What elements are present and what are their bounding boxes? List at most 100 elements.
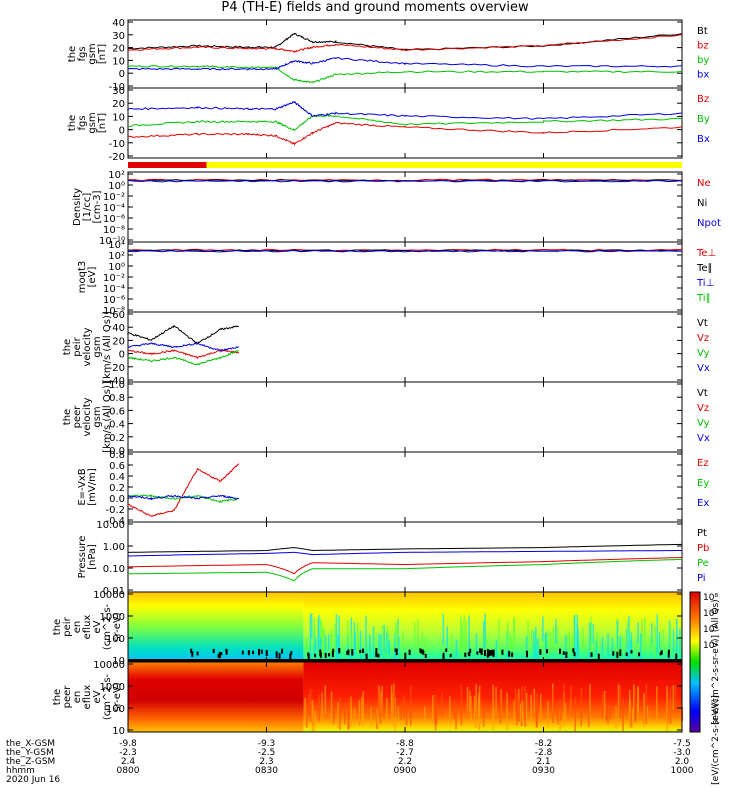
heatmap-streak xyxy=(535,626,537,659)
y-tick-label: 0 xyxy=(119,350,125,361)
heatmap-streak xyxy=(358,700,361,725)
y-axis-label: the peir en eflux eV (cm^2-s-sr-eV) xyxy=(52,603,123,650)
heatmap-dark-pixel xyxy=(220,652,223,656)
heatmap-dark-pixel xyxy=(501,649,504,655)
y-tick-label: 10⁻¹⁰ xyxy=(99,236,125,247)
heatmap-dark-pixel xyxy=(260,649,263,654)
y-axis-label-line: en xyxy=(72,621,83,634)
heatmap-streak xyxy=(605,706,608,721)
y-axis-label-line: Pressure xyxy=(77,536,88,579)
legend-label: Pe xyxy=(697,558,709,569)
y-axis-label-line: the xyxy=(52,689,63,705)
heatmap-dark-pixel xyxy=(275,651,278,658)
y-tick-label: 0 xyxy=(119,126,125,137)
heatmap-dark-pixel xyxy=(492,650,495,657)
heatmap-streak xyxy=(400,701,403,720)
heatmap-streak xyxy=(672,629,675,653)
heatmap-streak xyxy=(381,625,384,647)
panel-peir_eflux: 10000 1000 100 10 the peir en eflux eV (cm^2-s-sr… xyxy=(52,590,683,667)
heatmap-region xyxy=(128,592,304,662)
heatmap-dark-pixel xyxy=(573,652,576,657)
heatmap-streak xyxy=(463,615,465,657)
y-tick-label: 1000 xyxy=(100,612,125,623)
heatmap-streak xyxy=(525,636,528,657)
heatmap-streak xyxy=(460,615,462,653)
x-axis-value: 2.3 xyxy=(259,757,273,767)
heatmap-streak xyxy=(381,696,383,718)
y-tick-label: 0.8 xyxy=(109,393,125,404)
heatmap-streak xyxy=(328,634,330,650)
y-tick-label: 0.2 xyxy=(109,433,125,444)
heatmap-streak xyxy=(625,629,628,660)
y-axis-label-line: eflux xyxy=(82,615,93,640)
y-tick-label: 30 xyxy=(112,86,125,97)
heatmap-dark-pixel xyxy=(375,651,378,658)
y-tick-label: 1.0 xyxy=(109,380,125,391)
y-tick-label: 10⁻⁸ xyxy=(103,225,125,236)
heatmap-streak xyxy=(475,684,477,729)
heatmap-streak xyxy=(372,626,375,658)
heatmap-streak xyxy=(513,700,516,725)
heatmap-streak xyxy=(492,684,494,731)
panel-e_field: 0.80.60.40.20.0-0.2-0.4 E=-VxB [mV/m] Ez Ey E… xyxy=(77,450,709,527)
y-axis-label-line: sr-eV) xyxy=(112,682,123,711)
x-axis-row-label: the_Y-GSM xyxy=(6,748,54,758)
y-tick-label: 10⁻⁸ xyxy=(103,306,125,317)
heatmap-dark-pixel xyxy=(217,653,220,658)
series-line xyxy=(127,557,683,575)
heatmap-streak xyxy=(482,706,485,727)
heatmap-streak xyxy=(393,695,396,717)
x-axis-value: 2.1 xyxy=(536,757,550,767)
heatmap-dark-pixel xyxy=(419,648,422,653)
y-tick-label: 0.10 xyxy=(103,564,125,575)
heatmap-dark-pixel xyxy=(290,651,293,655)
heatmap-dark-pixel xyxy=(359,649,362,654)
heatmap-streak xyxy=(675,618,678,658)
y-axis-label-line: [mV/m] xyxy=(87,468,98,506)
legend-label: by xyxy=(697,55,709,66)
heatmap-streak xyxy=(495,639,498,661)
heatmap-dark-pixel xyxy=(616,651,619,659)
heatmap-dark-pixel xyxy=(675,653,678,661)
heatmap-streak xyxy=(498,618,500,659)
heatmap-streak xyxy=(639,633,642,662)
panel-frame xyxy=(127,311,683,383)
heatmap-streak xyxy=(617,637,620,658)
heatmap-streak xyxy=(322,626,324,655)
heatmap-streak xyxy=(376,708,379,725)
panel-frame xyxy=(127,87,683,159)
heatmap-streak xyxy=(435,706,438,725)
heatmap-dark-pixel xyxy=(490,649,493,656)
heatmap-streak xyxy=(397,636,400,662)
heatmap-streak xyxy=(566,636,568,656)
legend-label: Ni xyxy=(697,198,707,209)
y-tick-label: -0.2 xyxy=(105,505,125,516)
heatmap-streak xyxy=(321,692,323,721)
heatmap-dark-pixel xyxy=(486,649,489,656)
y-tick-label: 60 xyxy=(112,310,125,321)
heatmap-streak xyxy=(499,700,502,724)
x-axis-value: 0800 xyxy=(117,766,140,776)
panel-frame xyxy=(127,19,683,89)
heatmap-dark-pixel xyxy=(476,651,479,655)
heatmap-streak xyxy=(353,708,356,727)
heatmap-dark-pixel xyxy=(483,649,486,657)
y-axis-label-line: (cm^2-s- xyxy=(102,673,113,720)
series-line xyxy=(127,114,683,132)
colorbar-label: 10⁴ xyxy=(703,625,718,635)
heatmap-streak xyxy=(589,622,591,661)
y-tick-label: 0.0 xyxy=(109,446,125,457)
heatmap-streak xyxy=(542,616,544,642)
series-line xyxy=(127,550,682,557)
heatmap-streak xyxy=(485,638,488,653)
heatmap-streak xyxy=(555,619,557,645)
heatmap-dark-pixel xyxy=(190,648,193,654)
heatmap-dark-pixel xyxy=(590,652,593,658)
legend-label: Ey xyxy=(697,478,709,489)
status-segment xyxy=(128,162,207,168)
heatmap-streak xyxy=(654,625,657,658)
y-tick-label: 0.6 xyxy=(109,461,125,472)
series-line xyxy=(127,463,240,517)
